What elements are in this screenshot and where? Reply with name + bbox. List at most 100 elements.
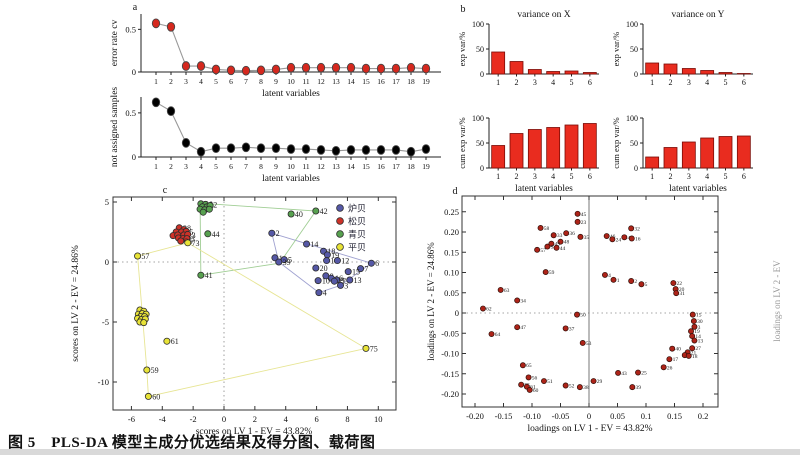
point-label: 65: [526, 363, 532, 369]
data-point: [670, 280, 677, 286]
y-axis-label: exp var/%: [611, 32, 621, 67]
tick-label: 0: [480, 164, 484, 173]
data-point: [256, 143, 266, 154]
data-point: [316, 145, 326, 155]
data-point: [205, 205, 213, 213]
chart-title: variance on X: [517, 10, 570, 20]
point-label: 9: [340, 276, 344, 285]
bar: [509, 61, 524, 75]
tick-label: -0.05: [441, 328, 459, 338]
data-point: [574, 210, 581, 217]
data-point: [211, 143, 221, 154]
point-label: 10: [322, 277, 330, 286]
tick-label: 0.20: [444, 227, 459, 237]
point-label: 18: [327, 247, 335, 256]
data-point: [689, 345, 696, 352]
data-point: [574, 311, 580, 318]
point-label: 49: [555, 242, 561, 248]
tick-label: -2: [190, 414, 197, 424]
data-point: [312, 264, 320, 272]
tick-label: 3: [184, 162, 188, 171]
data-point: [196, 61, 206, 71]
point-label: 33: [557, 233, 563, 239]
tick-label: -0.20: [441, 389, 459, 399]
point-label: 48: [564, 240, 570, 246]
tick-label: 6: [742, 172, 746, 181]
tick-label: 1: [496, 78, 500, 87]
data-point: [376, 145, 386, 155]
tick-label: 5: [570, 172, 574, 181]
x-axis-label: loadings on LV 1 - EV = 43.82%: [528, 424, 653, 434]
point-label: 64: [495, 332, 501, 338]
tick-label: 10: [287, 77, 295, 86]
data-point: [151, 97, 161, 108]
data-point: [421, 144, 431, 154]
point-label: 13: [698, 339, 704, 345]
data-point: [151, 18, 161, 29]
bar: [582, 72, 597, 75]
legend-item: 平贝: [348, 243, 366, 253]
tick-label: 6: [229, 77, 233, 86]
data-point: [610, 276, 617, 283]
tick-label: 17: [392, 162, 400, 171]
data-point: [688, 328, 694, 335]
point-label: 51: [547, 379, 553, 385]
axis-lines: [488, 118, 599, 169]
tick-label: 9: [274, 77, 278, 86]
point-label: 21: [691, 350, 697, 356]
point-label: 3: [698, 325, 701, 331]
tick-label: 18: [407, 162, 415, 171]
data-point: [166, 21, 176, 32]
data-point: [140, 319, 148, 327]
point-label: 20: [679, 287, 685, 293]
point-label: 44: [560, 246, 566, 252]
data-point: [314, 277, 322, 285]
data-point: [557, 238, 564, 245]
tick-label: 100: [626, 114, 638, 123]
tick-label: 2: [253, 414, 257, 424]
point-label: 13: [354, 276, 362, 285]
tick-label: 4: [551, 78, 555, 87]
cropped-right-edge-label: loadings on LV 2 - EV: [772, 260, 782, 342]
data-point: [391, 145, 401, 155]
tick-label: 3: [533, 78, 537, 87]
data-point: [579, 340, 586, 346]
plot-border: [461, 195, 719, 408]
point-label: 12: [341, 257, 349, 266]
bar: [546, 127, 561, 169]
point-label: 35: [584, 235, 590, 241]
tick-label: 6: [742, 78, 746, 87]
tick-label: 7: [244, 77, 248, 86]
bar: [491, 145, 506, 169]
tick-label: -4: [159, 414, 167, 424]
point-label: 23: [188, 231, 196, 240]
point-label: 25: [641, 371, 647, 377]
data-point: [177, 237, 185, 245]
tick-label: 0.15: [667, 411, 682, 421]
tick-label: 4: [199, 77, 203, 86]
bar: [663, 63, 678, 75]
point-label: 14: [310, 240, 318, 249]
data-point: [376, 63, 386, 74]
tick-label: 0.5: [125, 108, 136, 118]
data-point: [480, 305, 486, 312]
data-point: [550, 232, 557, 239]
tick-label: 0: [587, 411, 591, 421]
axis-lines: [642, 118, 753, 169]
data-point: [144, 392, 152, 400]
tick-label: 16: [377, 162, 385, 171]
point-label: 19: [331, 251, 339, 260]
tick-label: 3: [687, 172, 691, 181]
tick-label: -6: [128, 414, 135, 424]
tick-label: 14: [347, 77, 355, 86]
panel-c-scores-scatter-plot: -6-4-2024681050-5-1021418191539111262071…: [71, 185, 397, 437]
point-label: 40: [675, 347, 681, 353]
tick-label: 10: [374, 414, 383, 424]
point-label: 73: [192, 239, 200, 248]
data-point: [204, 230, 212, 238]
data-point: [241, 65, 251, 76]
tick-label: 4: [705, 172, 709, 181]
data-point: [331, 62, 341, 73]
tick-label: 12: [317, 77, 325, 86]
data-point: [330, 277, 338, 285]
